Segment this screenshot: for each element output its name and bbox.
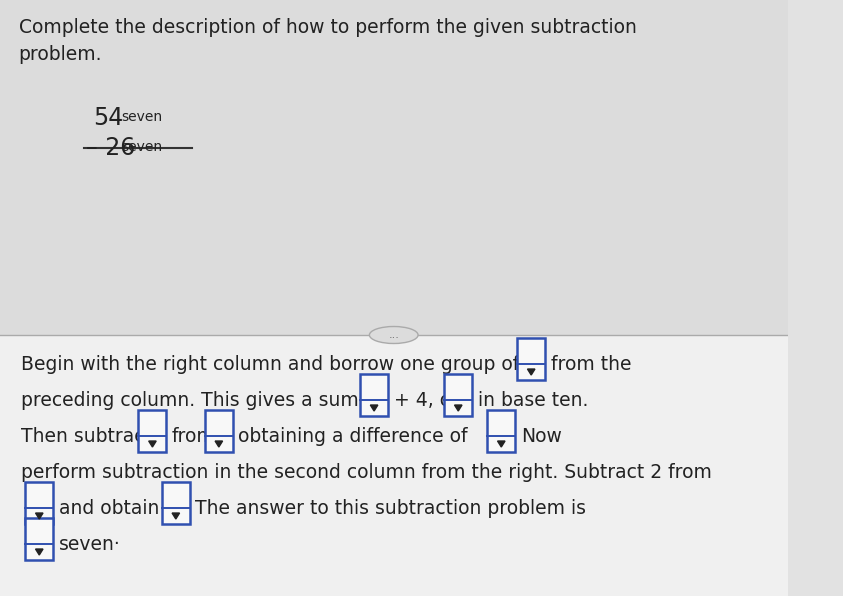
Text: preceding column. This gives a sum of: preceding column. This gives a sum of [20,390,382,409]
FancyBboxPatch shape [444,374,472,416]
Bar [0,336,788,596]
Polygon shape [528,369,535,375]
Polygon shape [148,441,156,447]
FancyBboxPatch shape [487,410,515,452]
Text: perform subtraction in the second column from the right. Subtract 2 from: perform subtraction in the second column… [20,462,711,482]
Text: + 4, or: + 4, or [394,390,459,409]
Text: seven·: seven· [59,535,121,554]
Text: seven: seven [121,110,163,124]
Polygon shape [172,513,180,519]
Text: from: from [172,427,216,445]
Polygon shape [497,441,505,447]
Text: ...: ... [389,330,400,340]
FancyBboxPatch shape [162,482,190,524]
Bar [0,0,788,336]
Polygon shape [35,549,43,555]
Text: from the: from the [550,355,631,374]
Text: seven: seven [121,140,163,154]
Text: obtaining a difference of: obtaining a difference of [239,427,468,445]
FancyBboxPatch shape [518,338,545,380]
FancyBboxPatch shape [205,410,233,452]
Text: and obtain: and obtain [59,498,159,517]
Text: Then subtract: Then subtract [20,427,152,445]
FancyBboxPatch shape [25,518,53,560]
Ellipse shape [369,327,418,343]
Text: The answer to this subtraction problem is: The answer to this subtraction problem i… [196,498,587,517]
FancyBboxPatch shape [25,482,53,524]
Text: 54: 54 [94,106,124,130]
Text: Complete the description of how to perform the given subtraction
problem.: Complete the description of how to perfo… [19,18,636,64]
Polygon shape [35,513,43,519]
Text: – 26: – 26 [86,136,135,160]
Polygon shape [454,405,462,411]
Text: Now: Now [521,427,561,445]
Text: in base ten.: in base ten. [478,390,588,409]
Polygon shape [215,441,223,447]
Polygon shape [370,405,378,411]
FancyBboxPatch shape [138,410,166,452]
Text: Begin with the right column and borrow one group of: Begin with the right column and borrow o… [20,355,518,374]
FancyBboxPatch shape [360,374,388,416]
